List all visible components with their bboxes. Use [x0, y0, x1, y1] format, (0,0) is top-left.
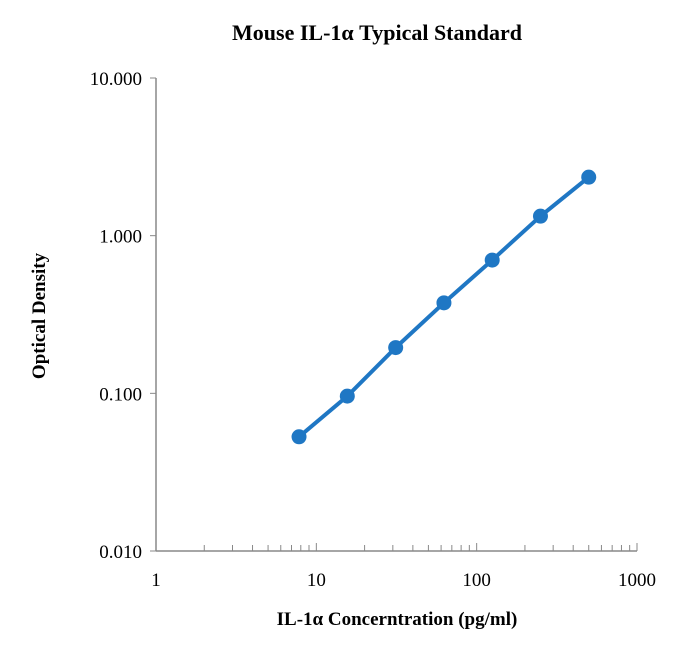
axes [150, 77, 638, 552]
data-point [484, 252, 500, 268]
x-tick-label: 1 [151, 570, 161, 591]
y-tick-label: 0.100 [99, 384, 142, 405]
y-tick-label: 1.000 [99, 227, 142, 248]
data-point [581, 169, 597, 185]
y-tick-label: 0.010 [99, 542, 142, 563]
y-tick-label: 10.000 [90, 69, 142, 90]
data-point [339, 388, 355, 404]
data-point [436, 295, 452, 311]
data-point [388, 340, 404, 356]
data-point [291, 429, 307, 445]
data-point [532, 208, 548, 224]
x-tick-label: 10 [307, 570, 326, 591]
x-tick-label: 100 [462, 570, 491, 591]
y-tick-labels: 0.010 0.100 1.000 10.000 [90, 69, 142, 563]
x-axis-label: IL-1α Concerntration (pg/ml) [277, 609, 518, 630]
y-axis-label: Optical Density [29, 252, 50, 379]
chart-title: Mouse IL-1α Typical Standard [232, 20, 522, 45]
series [291, 169, 597, 445]
x-tick-labels: 1 10 100 1000 [151, 570, 656, 591]
x-tick-label: 1000 [618, 570, 656, 591]
